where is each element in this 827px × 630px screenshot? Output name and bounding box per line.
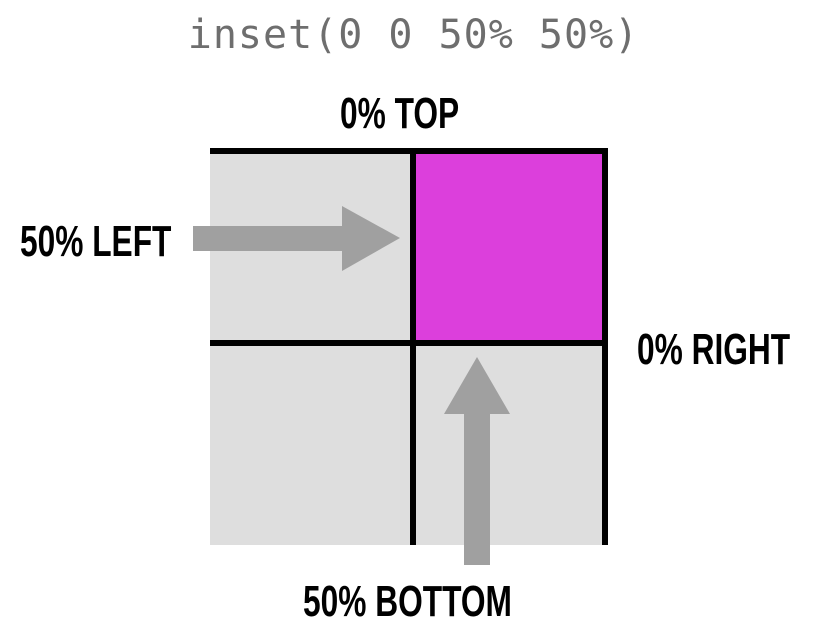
bottom-inset-label: 50% BOTTOM bbox=[303, 577, 512, 626]
right-inset-label: 0% RIGHT bbox=[637, 325, 791, 374]
clipped-region bbox=[413, 149, 606, 343]
inset-code-title: inset(0 0 50% 50%) bbox=[187, 12, 640, 58]
left-inset-label: 50% LEFT bbox=[20, 217, 172, 266]
left-arrow-icon bbox=[193, 206, 400, 271]
bottom-arrow-icon bbox=[444, 357, 510, 565]
top-inset-label: 0% TOP bbox=[340, 89, 460, 138]
